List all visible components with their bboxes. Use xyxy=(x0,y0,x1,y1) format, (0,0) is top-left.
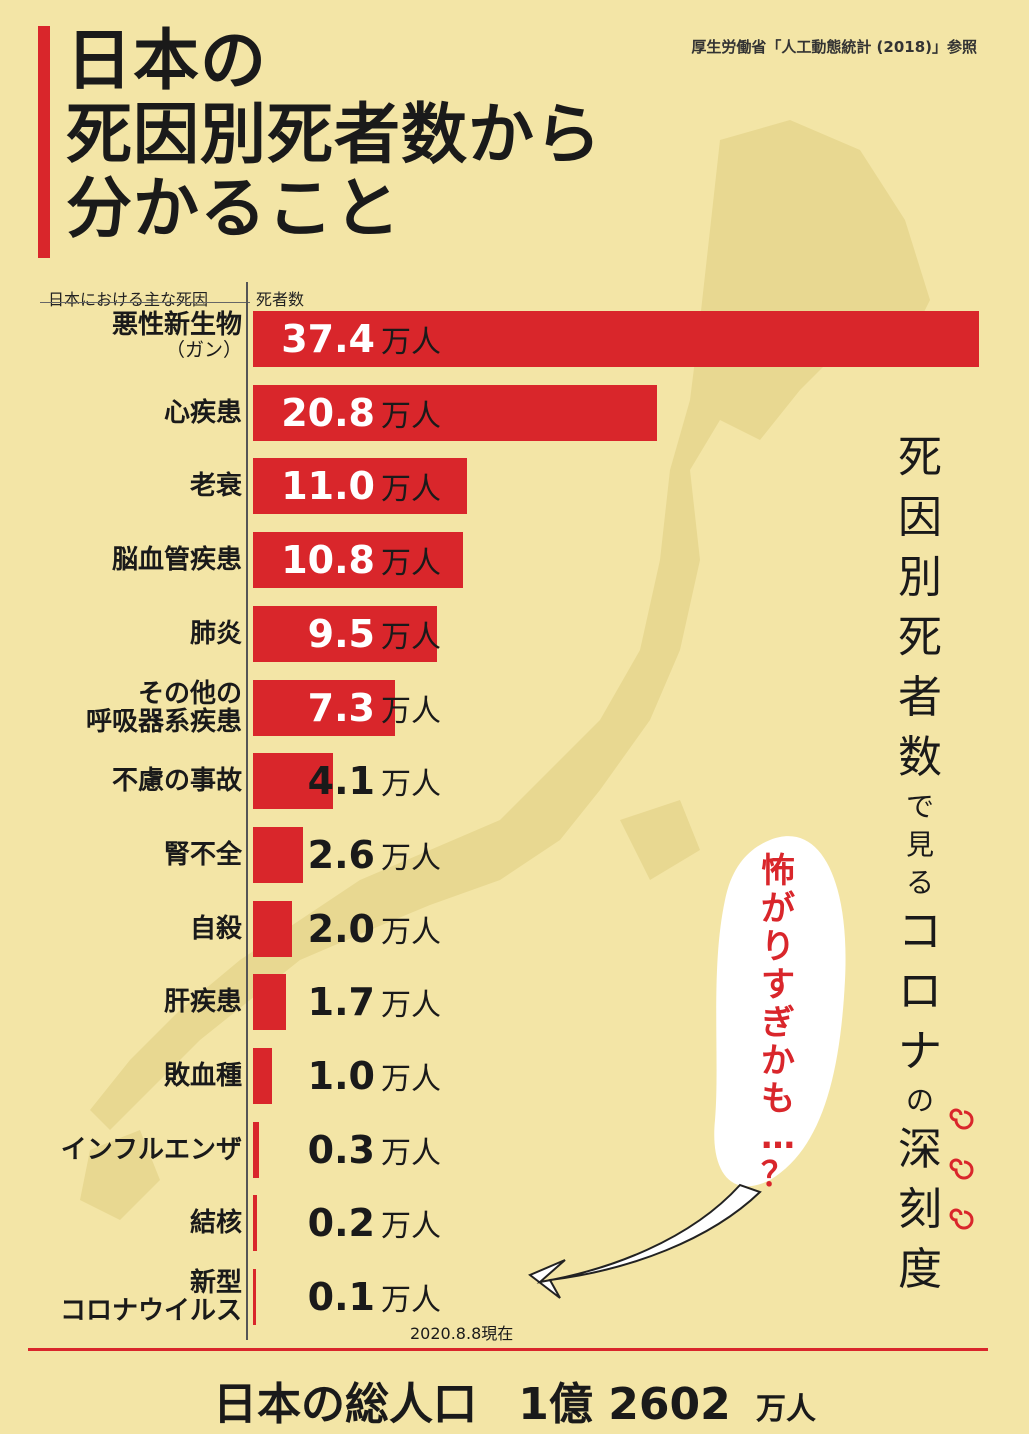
title-accent-bar xyxy=(38,26,50,258)
deaths-column-header: 死者数 xyxy=(256,290,305,309)
category-label: 敗血種 xyxy=(163,1061,242,1091)
total-value: 1億 2602 xyxy=(518,1379,731,1430)
balloon-graphic xyxy=(528,836,846,1299)
bar xyxy=(253,679,395,736)
bar xyxy=(253,532,463,589)
total-label: 日本の総人口 xyxy=(212,1379,477,1430)
bar xyxy=(253,605,438,662)
value-label: 11.0 万人 xyxy=(281,464,441,509)
total-population: 日本の総人口 1億 2602 万人 xyxy=(0,1368,1029,1432)
bar xyxy=(253,753,333,810)
balloon-caption: 怖がりすぎかも…？ xyxy=(761,851,795,1195)
swirl-icon xyxy=(949,1158,974,1180)
bar xyxy=(253,1121,259,1178)
page-title: 日本の 死因別死者数から 分かること xyxy=(66,24,602,246)
cause-column-header: 日本における主な死因 xyxy=(48,290,209,309)
category-label: 老衰 xyxy=(189,471,242,502)
footer-divider xyxy=(28,1348,988,1351)
chart-axis-line xyxy=(246,282,248,1340)
title-line-1: 日本の xyxy=(66,22,267,99)
bar xyxy=(253,826,304,883)
bar xyxy=(253,1269,256,1326)
bar xyxy=(253,384,657,441)
bar xyxy=(253,1195,257,1252)
value-label: 1.7 万人 xyxy=(307,980,441,1025)
swirl-icon xyxy=(949,1208,974,1230)
category-label: 肝疾患 xyxy=(163,987,242,1018)
value-label: 37.4 万人 xyxy=(281,317,441,361)
value-label: 4.1 万人 xyxy=(307,759,441,804)
value-label: 7.3 万人 xyxy=(307,685,441,730)
swirl-icons xyxy=(949,1108,974,1230)
value-label: 2.0 万人 xyxy=(307,906,441,951)
category-label: 腎不全 xyxy=(163,839,242,870)
category-label: インフルエンザ xyxy=(60,1134,242,1165)
source-note: 厚生労働省「人工動態統計 (2018)」参照 xyxy=(691,38,977,56)
value-label: 10.8 万人 xyxy=(281,538,441,583)
title-line-3: 分かること xyxy=(66,170,401,247)
bar xyxy=(253,458,467,515)
bar xyxy=(253,900,292,957)
bar xyxy=(253,311,979,367)
value-label: 1.0 万人 xyxy=(307,1054,441,1098)
title-line-2: 死因別死者数から xyxy=(66,96,602,173)
value-label: 0.1 万人 xyxy=(307,1275,441,1320)
value-label: 20.8 万人 xyxy=(281,390,441,435)
category-label: 心疾患 xyxy=(163,397,242,428)
total-unit: 万人 xyxy=(756,1392,817,1427)
category-label: 不慮の事故 xyxy=(111,766,242,797)
value-label: 0.3 万人 xyxy=(307,1127,441,1172)
value-label: 9.5 万人 xyxy=(307,611,441,656)
vertical-caption: 死因別死者数で見るコロナの深刻度 xyxy=(898,432,942,1295)
category-label: 悪性新生物 （ガン） xyxy=(111,310,242,361)
bar xyxy=(253,974,286,1031)
date-note: 2020.8.8現在 xyxy=(410,1324,514,1343)
bar xyxy=(253,1048,273,1104)
header-divider xyxy=(40,302,250,303)
category-label: その他の 呼吸器系疾患 xyxy=(85,678,242,737)
category-label: 結核 xyxy=(189,1208,242,1239)
category-label: 脳血管疾患 xyxy=(111,545,242,576)
category-label: 新型 コロナウイルス xyxy=(59,1268,242,1327)
swirl-icon xyxy=(949,1108,974,1130)
value-label: 2.6 万人 xyxy=(307,832,441,877)
category-label: 肺炎 xyxy=(189,618,242,649)
value-label: 0.2 万人 xyxy=(307,1201,441,1246)
category-label: 自殺 xyxy=(189,913,242,944)
